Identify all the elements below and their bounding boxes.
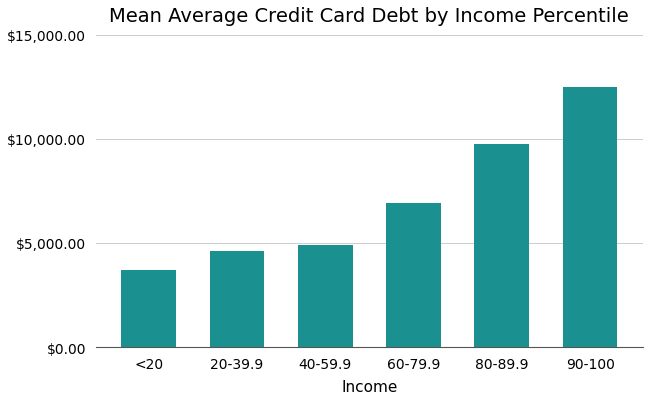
Bar bbox=[209, 252, 265, 347]
Bar bbox=[122, 270, 176, 347]
Title: Mean Average Credit Card Debt by Income Percentile: Mean Average Credit Card Debt by Income … bbox=[109, 7, 629, 26]
Bar bbox=[563, 88, 618, 347]
Bar bbox=[386, 204, 441, 347]
Bar bbox=[474, 145, 529, 347]
Bar bbox=[298, 245, 352, 347]
X-axis label: Income: Income bbox=[341, 379, 398, 394]
